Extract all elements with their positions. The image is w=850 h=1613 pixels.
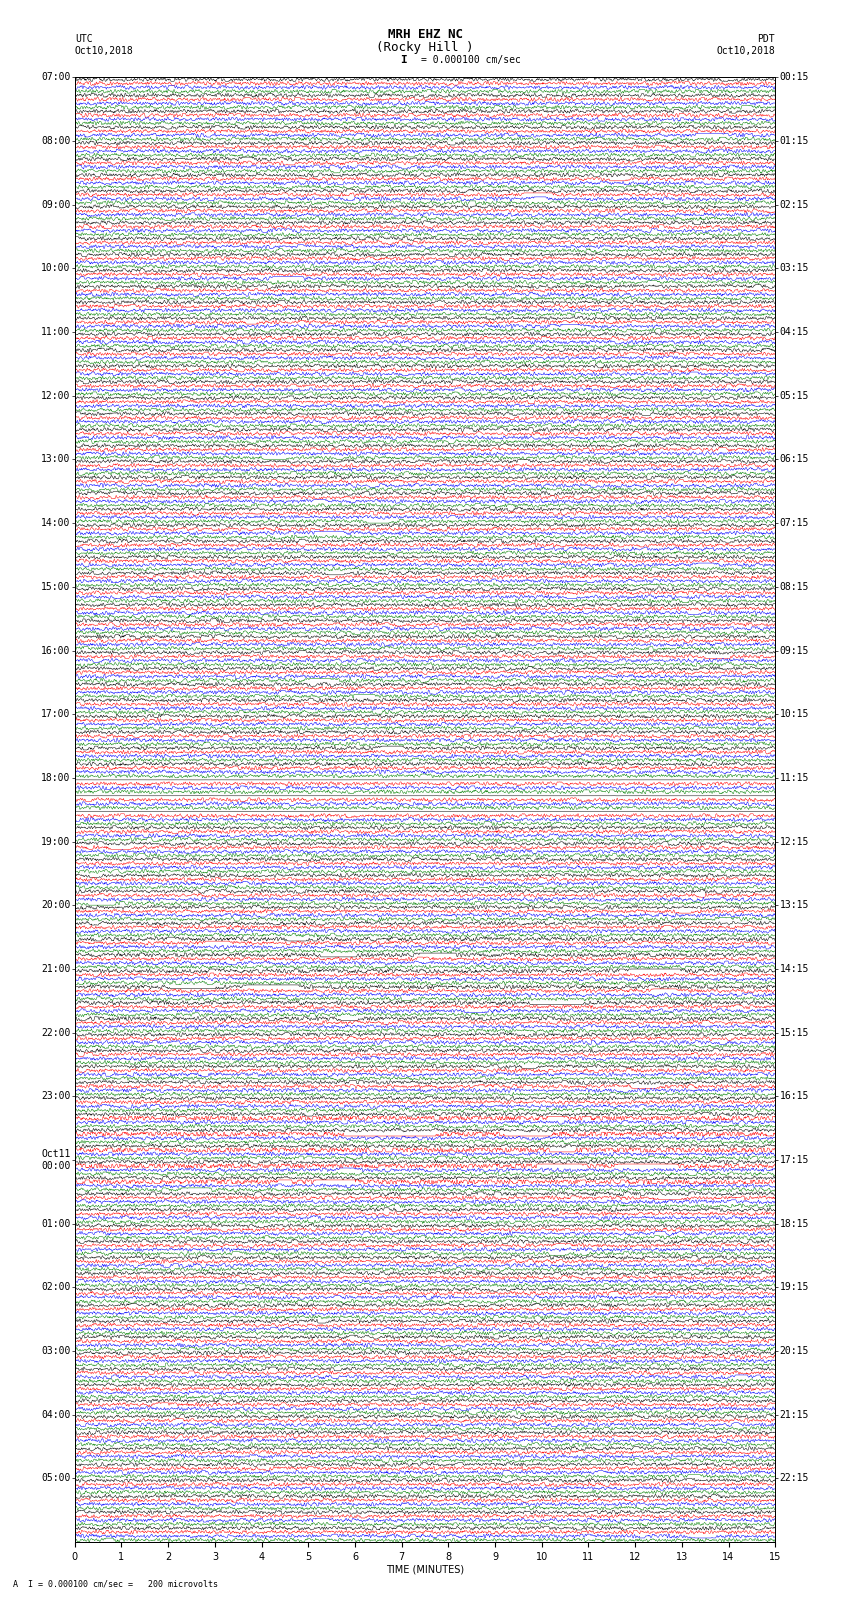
Text: Oct10,2018: Oct10,2018 [75, 45, 133, 56]
Text: (Rocky Hill ): (Rocky Hill ) [377, 40, 473, 53]
Text: = 0.000100 cm/sec: = 0.000100 cm/sec [421, 55, 520, 65]
Text: UTC: UTC [75, 34, 93, 44]
Text: MRH EHZ NC: MRH EHZ NC [388, 27, 462, 40]
Text: PDT: PDT [757, 34, 775, 44]
Text: Oct10,2018: Oct10,2018 [717, 45, 775, 56]
Text: A  I = 0.000100 cm/sec =   200 microvolts: A I = 0.000100 cm/sec = 200 microvolts [13, 1579, 218, 1589]
X-axis label: TIME (MINUTES): TIME (MINUTES) [386, 1565, 464, 1574]
Text: I: I [400, 55, 407, 65]
